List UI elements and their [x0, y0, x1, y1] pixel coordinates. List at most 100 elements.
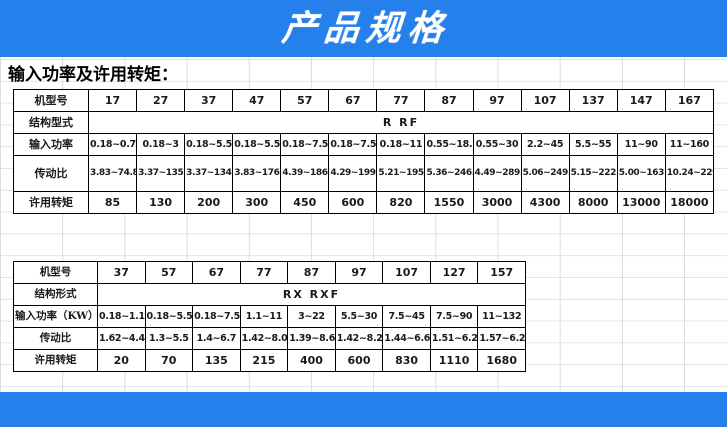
cell-model: 127 [429, 261, 479, 284]
table-r-rf-body: 机型号 17 27 37 47 57 67 77 87 97 107 137 1… [13, 89, 715, 214]
cell-torque: 450 [280, 191, 330, 214]
row-label-model: 机型号 [13, 89, 89, 112]
page-title: 产品规格 [280, 8, 453, 49]
cell-model: 87 [424, 89, 474, 112]
cell-ratio: 1.57~6.2 [477, 327, 526, 350]
cell-ratio: 1.39~8.65 [287, 327, 336, 350]
cell-ratio: 1.3~5.5 [144, 327, 194, 350]
cell-model: 47 [232, 89, 282, 112]
cell-ratio: 10.24~229.71 [664, 155, 715, 192]
table-row-ratio: 传动比 1.62~4.43 1.3~5.5 1.4~6.7 1.42~8.00 … [13, 327, 526, 350]
cell-torque: 13000 [616, 191, 666, 214]
cell-input-power: 7.5~90 [429, 305, 479, 328]
cell-ratio: 4.29~199.81 [328, 155, 378, 192]
table-row-ratio: 传动比 3.83~74.83 3.37~135.09 3.37~134.82 3… [13, 155, 715, 192]
cell-input-power: 0.18~7.5 [280, 133, 330, 156]
cell-model: 37 [97, 261, 146, 284]
cell-ratio: 1.44~6.63 [382, 327, 431, 350]
cell-input-power: 11~132 [477, 305, 526, 328]
cell-input-power: 5.5~55 [568, 133, 618, 156]
cell-input-power: 0.18~0.75 [87, 133, 138, 156]
cell-ratio: 1.4~6.7 [192, 327, 241, 350]
row-label-ratio: 传动比 [13, 327, 98, 350]
cell-ratio: 3.83~74.83 [87, 155, 138, 192]
cell-ratio: 5.00~163.31 [616, 155, 666, 192]
cell-ratio: 5.06~249.16 [520, 155, 570, 192]
cell-structure-type: RX RXF [97, 283, 526, 306]
cell-model: 67 [328, 89, 378, 112]
cell-ratio: 1.42~8.23 [334, 327, 384, 350]
cell-model: 17 [87, 89, 138, 112]
table-row-structure: 结构型式 R RF [13, 111, 714, 134]
cell-model: 37 [184, 89, 234, 112]
cell-model: 57 [144, 261, 194, 284]
cell-input-power: 0.18~7.5 [192, 305, 241, 328]
cell-model: 137 [568, 89, 618, 112]
cell-ratio: 5.36~246.54 [424, 155, 474, 192]
cell-input-power: 0.55~18.5 [424, 133, 474, 156]
cell-ratio: 1.42~8.00 [239, 327, 289, 350]
cell-input-power: 3~22 [287, 305, 336, 328]
cell-ratio: 3.83~176.88 [232, 155, 282, 192]
cell-torque: 135 [192, 349, 241, 372]
cell-ratio: 5.21~195.24 [376, 155, 426, 192]
cell-input-power: 0.18~3 [136, 133, 186, 156]
cell-torque: 1550 [424, 191, 474, 214]
row-label-torque: 许用转矩 [13, 349, 98, 372]
cell-torque: 130 [136, 191, 186, 214]
cell-ratio: 4.49~289.74 [472, 155, 522, 192]
cell-input-power: 0.18~5.5 [232, 133, 282, 156]
cell-torque: 200 [184, 191, 234, 214]
table-row-model: 机型号 37 57 67 77 87 97 107 127 157 [13, 261, 526, 284]
cell-model: 107 [382, 261, 431, 284]
cell-ratio: 4.39~186.89 [280, 155, 330, 192]
table-row-structure: 结构形式 RX RXF [13, 283, 526, 306]
cell-torque: 1110 [429, 349, 479, 372]
cell-model: 87 [287, 261, 336, 284]
cell-model: 77 [376, 89, 426, 112]
row-label-ratio: 传动比 [13, 155, 89, 192]
cell-input-power: 0.18~11 [376, 133, 426, 156]
cell-model: 27 [136, 89, 186, 112]
cell-torque: 1680 [477, 349, 526, 372]
page-footer-bar [0, 392, 727, 427]
cell-torque: 18000 [664, 191, 715, 214]
cell-torque: 400 [287, 349, 336, 372]
cell-input-power: 0.18~7.5 [328, 133, 378, 156]
cell-input-power: 1.1~11 [239, 305, 289, 328]
table-row-model: 机型号 17 27 37 47 57 67 77 87 97 107 137 1… [13, 89, 715, 112]
cell-input-power: 0.55~30 [472, 133, 522, 156]
spec-table-r-rf: 机型号 17 27 37 47 57 67 77 87 97 107 137 1… [13, 89, 715, 214]
table-row-input-power: 输入功率 0.18~0.75 0.18~3 0.18~5.5 0.18~5.5 … [13, 133, 715, 156]
cell-ratio: 1.62~4.43 [97, 327, 146, 350]
cell-torque: 830 [382, 349, 431, 372]
table-row-torque: 许用转矩 85 130 200 300 450 600 820 1550 300… [13, 191, 715, 214]
row-label-input-power: 输入功率 [13, 133, 89, 156]
table-row-input-power: 输入功率（KW） 0.18~1.1 0.18~5.5 0.18~7.5 1.1~… [13, 305, 526, 328]
cell-model: 67 [192, 261, 241, 284]
cell-torque: 8000 [568, 191, 618, 214]
cell-ratio: 1.51~6.2 [429, 327, 479, 350]
cell-ratio: 3.37~134.82 [184, 155, 234, 192]
cell-input-power: 0.18~5.5 [144, 305, 194, 328]
cell-input-power: 11~90 [616, 133, 666, 156]
cell-torque: 600 [334, 349, 384, 372]
cell-torque: 820 [376, 191, 426, 214]
cell-input-power: 0.18~5.5 [184, 133, 234, 156]
table-row-torque: 许用转矩 20 70 135 215 400 600 830 1110 1680 [13, 349, 526, 372]
cell-ratio: 5.15~222.60 [568, 155, 618, 192]
cell-torque: 3000 [472, 191, 522, 214]
cell-input-power: 0.18~1.1 [97, 305, 146, 328]
cell-torque: 300 [232, 191, 282, 214]
cell-model: 97 [472, 89, 522, 112]
cell-torque: 70 [144, 349, 194, 372]
cell-model: 97 [334, 261, 384, 284]
section-subtitle: 输入功率及许用转矩： [8, 65, 178, 85]
cell-torque: 85 [87, 191, 138, 214]
cell-torque: 20 [97, 349, 146, 372]
cell-torque: 4300 [520, 191, 570, 214]
row-label-torque: 许用转矩 [13, 191, 89, 214]
cell-input-power: 7.5~45 [382, 305, 431, 328]
cell-torque: 600 [328, 191, 378, 214]
